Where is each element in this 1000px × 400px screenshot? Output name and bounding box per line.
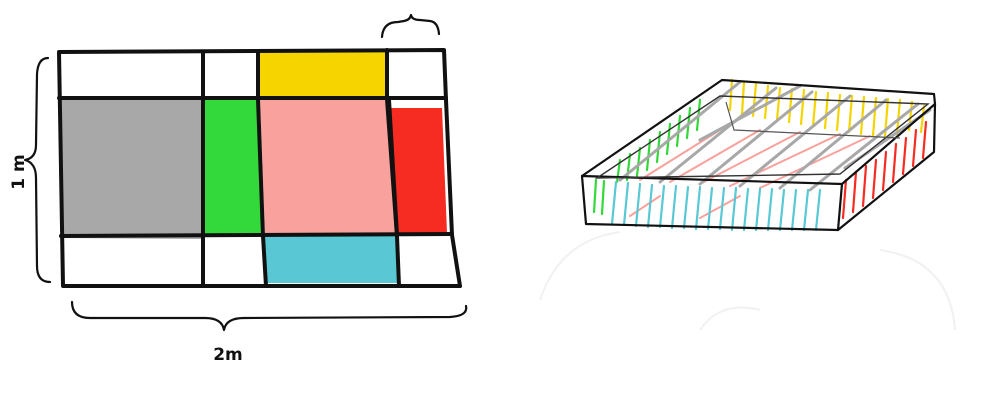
box-net: 1 m 2m — [9, 13, 468, 365]
width-brace — [70, 300, 468, 332]
net-divider-v2 — [256, 50, 268, 288]
hatch-cyan — [610, 180, 822, 232]
net-region-red — [390, 108, 447, 233]
box-front-face — [580, 174, 844, 232]
net-region-yellow — [259, 52, 387, 99]
net-divider-v4 — [387, 98, 399, 238]
hatch-grey — [618, 80, 932, 192]
box-inner-floor-edge — [725, 101, 901, 139]
box-inner-rim — [594, 95, 930, 179]
box-3d — [539, 78, 956, 331]
net-region-grey — [61, 98, 203, 239]
box-right-face — [836, 102, 937, 232]
box-top-rim — [580, 78, 937, 186]
height-label: 1 m — [9, 154, 29, 189]
width-label: 2m — [213, 345, 243, 365]
net-divider-bottom — [59, 232, 454, 238]
top-right-brace — [380, 13, 441, 39]
height-brace — [23, 56, 52, 284]
net-region-cyan — [264, 236, 397, 283]
net-region-pink — [260, 99, 398, 235]
hatch-red — [841, 120, 928, 220]
net-region-green — [204, 99, 261, 237]
faint-sketch-lines — [539, 231, 956, 331]
